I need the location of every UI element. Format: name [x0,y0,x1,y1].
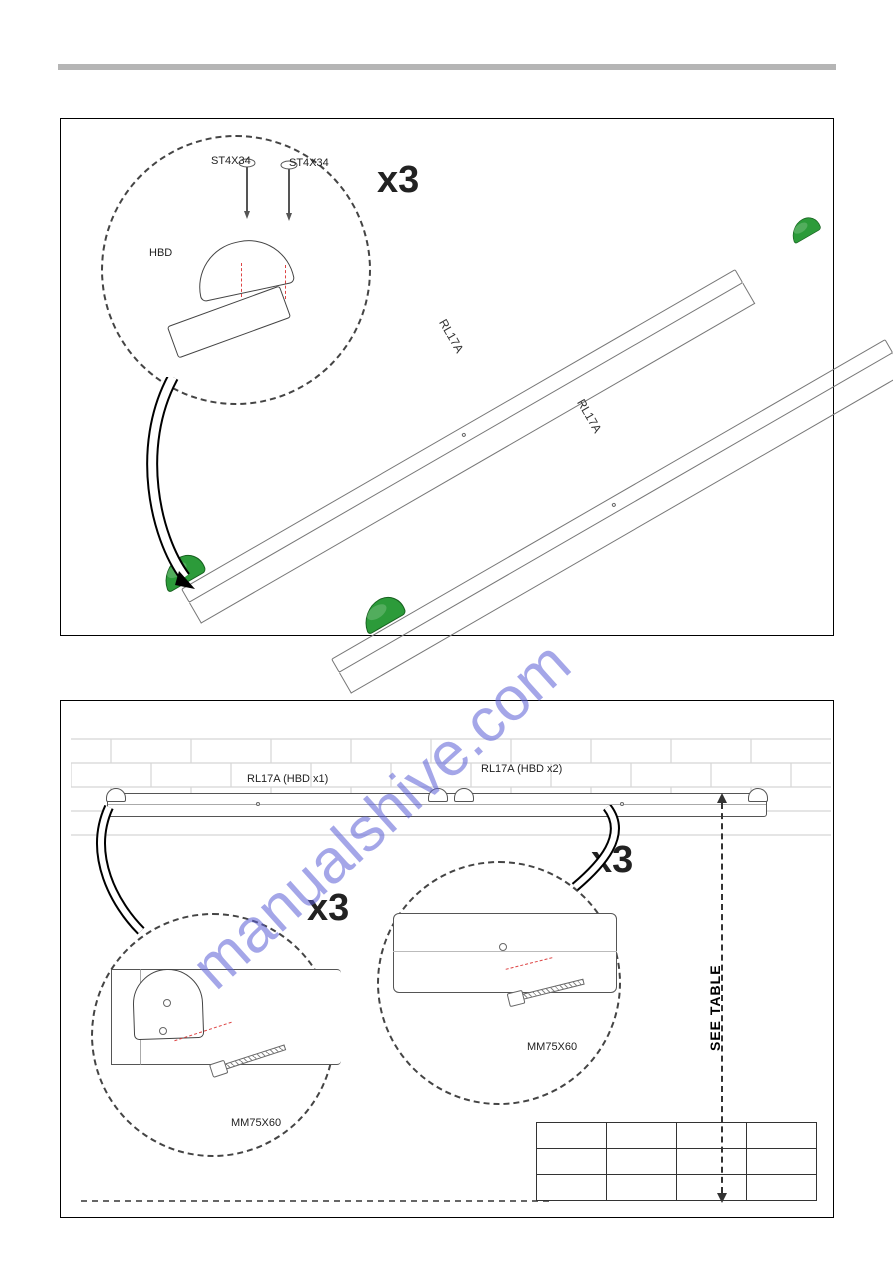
see-table-label: SEE TABLE [707,964,723,1051]
mounted-rail-label-right: RL17A (HBD x2) [481,763,562,775]
mounted-rail-label-left: RL17A (HBD x1) [247,773,328,785]
endcap-green [789,212,822,245]
bolt-label-left: MM75X60 [231,1117,281,1129]
instruction-panel-2: RL17A (HBD x1) RL17A (HBD x2) SEE TABLE … [60,700,834,1218]
bolt-label-right: MM75X60 [527,1041,577,1053]
table-row [537,1123,817,1149]
hbd-label: HBD [149,247,172,259]
screw-label-2: ST4X34 [289,157,329,169]
leader-left [95,805,215,945]
detail-circle-right: MM75X60 [377,861,621,1105]
instruction-panel-1: RL17A RL17A ST4X34 ST4X34 HBD x3 [60,118,834,636]
table-row [537,1175,817,1201]
detail-circle-left: MM75X60 [91,913,335,1157]
header-rule [58,64,836,70]
rail-label-1: RL17A [436,317,466,356]
leader-right [501,805,621,895]
detail-circle-hbd: ST4X34 ST4X34 HBD [101,135,371,405]
screw-label-1: ST4X34 [211,155,251,167]
floor-line [81,1191,551,1211]
qty-label-left: x3 [307,887,349,930]
leader-arrow [125,377,245,597]
table-row [537,1149,817,1175]
rail-label-2: RL17A [574,397,604,436]
qty-label-p1: x3 [377,159,419,202]
dimensions-table [536,1122,817,1201]
rail-b [331,339,893,697]
